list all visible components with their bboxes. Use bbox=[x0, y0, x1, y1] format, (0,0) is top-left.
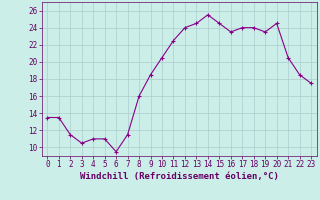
X-axis label: Windchill (Refroidissement éolien,°C): Windchill (Refroidissement éolien,°C) bbox=[80, 172, 279, 181]
